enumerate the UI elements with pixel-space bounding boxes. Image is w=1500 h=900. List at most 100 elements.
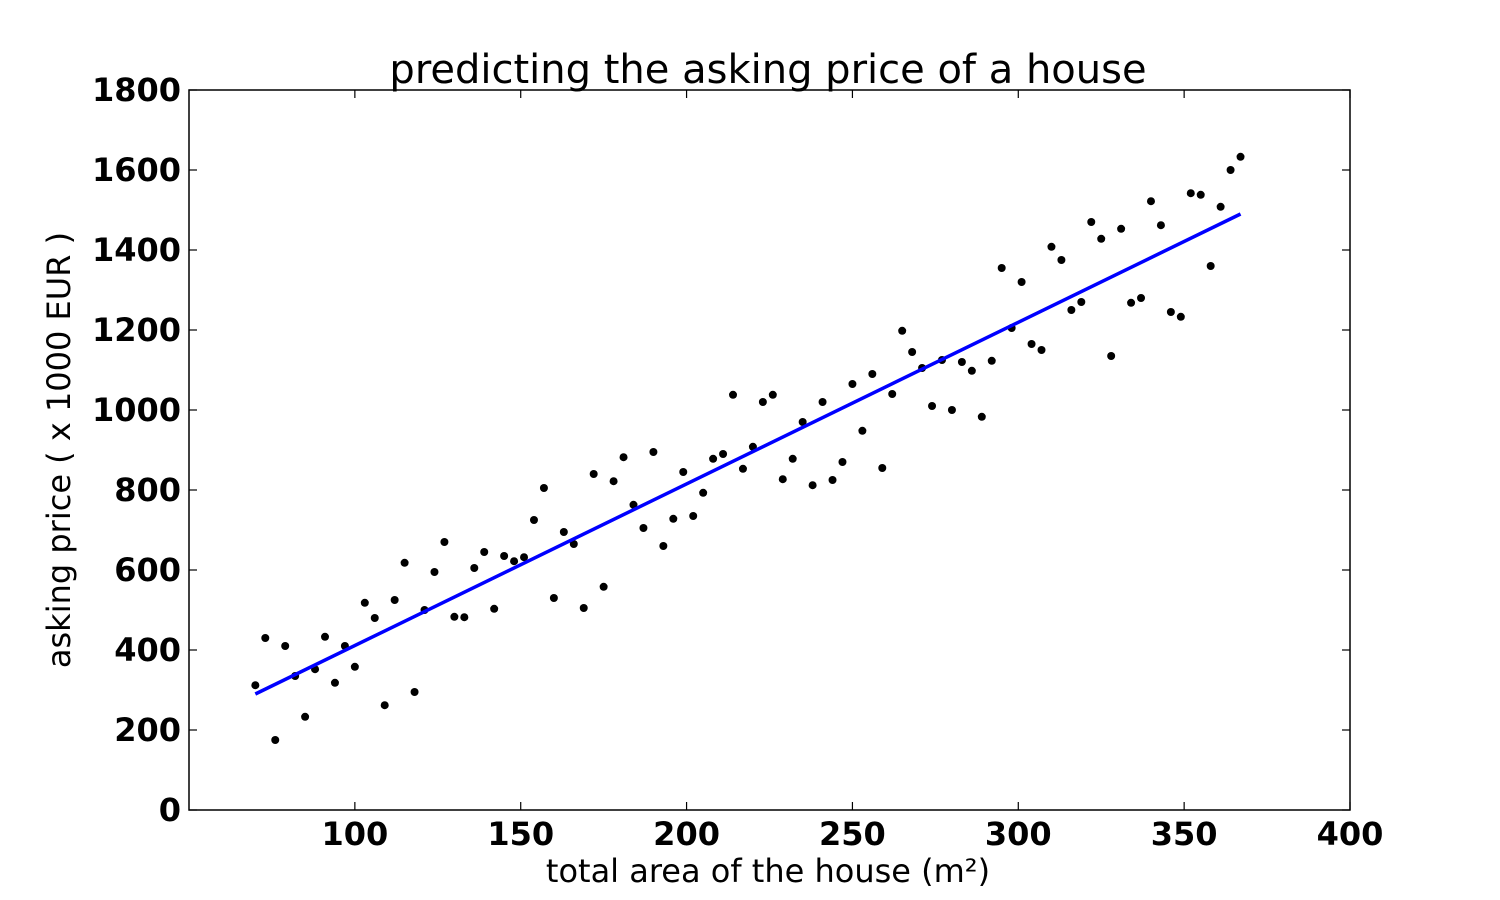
data-point-31	[559, 528, 568, 536]
data-point-33	[579, 604, 588, 612]
data-point-13	[380, 701, 389, 710]
data-point-8	[330, 678, 339, 687]
data-point-49	[738, 464, 747, 473]
data-point-37	[619, 453, 628, 462]
data-point-46	[709, 454, 718, 463]
data-point-98	[1226, 166, 1235, 174]
data-point-72	[967, 366, 976, 375]
data-point-57	[818, 398, 827, 406]
x-tick-label: 350	[1151, 815, 1218, 853]
data-point-10	[350, 662, 359, 671]
data-point-19	[440, 538, 449, 546]
x-axis-label: total area of the house (m²)	[546, 852, 990, 890]
data-point-60	[848, 380, 857, 388]
data-point-44	[689, 512, 698, 520]
data-point-5	[301, 712, 310, 721]
data-point-51	[758, 398, 767, 406]
data-point-30	[549, 594, 558, 602]
data-point-86	[1107, 352, 1116, 360]
data-point-93	[1176, 312, 1185, 321]
data-point-91	[1156, 221, 1165, 230]
data-point-83	[1077, 298, 1086, 306]
y-tick-label: 1400	[92, 231, 181, 269]
data-point-27	[520, 553, 529, 562]
data-point-52	[768, 390, 777, 399]
data-point-39	[639, 524, 648, 532]
data-point-45	[699, 488, 708, 497]
fit-line-layer	[254, 212, 1242, 696]
data-point-62	[868, 370, 877, 378]
data-point-11	[360, 598, 369, 607]
data-point-21	[460, 613, 469, 622]
data-point-47	[719, 450, 728, 458]
data-point-2	[271, 736, 280, 744]
data-point-88	[1127, 298, 1136, 307]
data-point-38	[629, 500, 638, 509]
data-point-3	[281, 642, 290, 650]
fit-line	[254, 212, 1242, 696]
data-point-64	[888, 390, 897, 398]
data-point-84	[1087, 218, 1096, 226]
y-tick-label: 1200	[92, 311, 181, 349]
data-point-41	[659, 542, 668, 550]
data-point-25	[500, 552, 509, 560]
data-point-29	[539, 484, 548, 492]
data-point-80	[1047, 242, 1056, 251]
data-point-73	[977, 412, 986, 421]
data-point-92	[1166, 308, 1175, 316]
y-tick-label: 1600	[92, 151, 181, 189]
data-point-78	[1027, 340, 1036, 348]
x-tick-label: 300	[985, 815, 1052, 853]
x-tick-label: 200	[653, 815, 720, 853]
data-point-54	[788, 454, 797, 463]
data-point-22	[470, 564, 479, 572]
x-tick-label: 400	[1317, 815, 1384, 853]
scatter-points	[251, 152, 1245, 744]
data-point-34	[589, 470, 598, 478]
data-point-26	[510, 557, 519, 566]
data-point-48	[729, 390, 738, 399]
data-point-23	[480, 548, 489, 556]
data-point-97	[1216, 202, 1225, 211]
data-point-66	[908, 348, 917, 356]
data-point-74	[987, 356, 996, 365]
data-point-15	[400, 558, 409, 567]
y-tick-label: 400	[114, 631, 181, 669]
y-tick-label: 600	[114, 551, 181, 589]
data-point-94	[1186, 189, 1195, 198]
data-point-7	[321, 632, 330, 641]
data-point-28	[529, 516, 538, 524]
data-point-75	[997, 264, 1006, 272]
y-axis-label: asking price ( x 1000 EUR )	[40, 232, 78, 668]
data-point-95	[1196, 190, 1205, 199]
data-point-56	[808, 481, 817, 490]
data-point-53	[778, 475, 787, 484]
data-point-42	[669, 514, 678, 523]
data-point-77	[1017, 278, 1026, 286]
x-tick-label: 150	[487, 815, 554, 853]
data-point-43	[679, 468, 688, 476]
data-point-87	[1117, 224, 1126, 233]
data-point-0	[251, 681, 260, 690]
data-point-99	[1236, 152, 1245, 161]
data-point-70	[947, 406, 956, 414]
data-point-40	[649, 448, 658, 456]
plot-frame	[188, 89, 1351, 811]
data-point-96	[1206, 262, 1215, 270]
data-point-59	[838, 458, 847, 466]
data-point-16	[410, 688, 419, 696]
data-point-36	[609, 477, 618, 486]
data-point-89	[1137, 294, 1146, 302]
data-point-55	[798, 418, 807, 426]
data-point-58	[828, 476, 837, 484]
data-point-68	[928, 402, 937, 410]
data-point-18	[430, 568, 439, 576]
x-tick-label: 100	[321, 815, 388, 853]
y-tick-label: 0	[159, 791, 181, 829]
data-point-35	[599, 582, 608, 591]
data-point-90	[1146, 197, 1155, 206]
data-point-32	[569, 540, 578, 548]
data-point-1	[261, 634, 270, 642]
x-tick-label: 250	[819, 815, 886, 853]
